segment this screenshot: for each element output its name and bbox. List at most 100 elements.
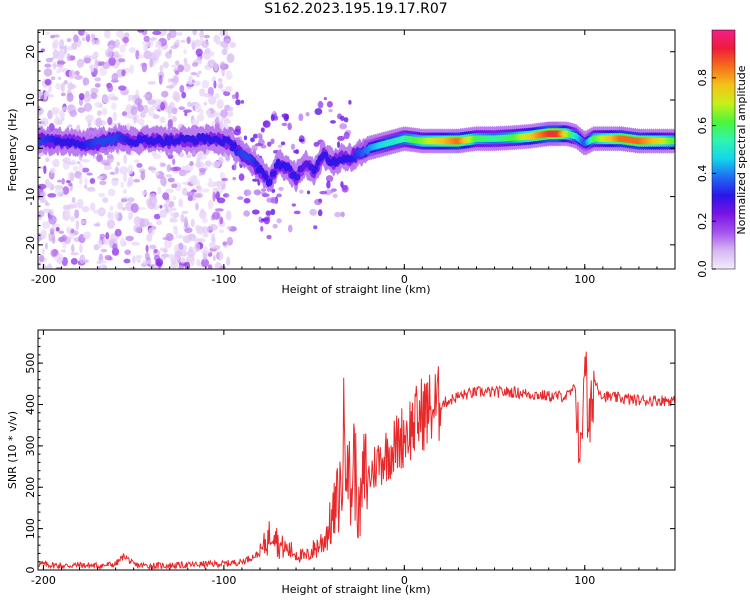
heatmap-cell xyxy=(149,37,157,41)
heatmap-cell xyxy=(85,33,91,43)
y-tick-label: 10 xyxy=(24,93,37,107)
heatmap-cell xyxy=(148,196,158,206)
heatmap-cell xyxy=(77,60,83,68)
heatmap-cell xyxy=(96,154,104,163)
heatmap-cell xyxy=(48,215,57,225)
heatmap-cell xyxy=(127,94,132,102)
heatmap-cell xyxy=(130,106,138,116)
heatmap-cell xyxy=(60,82,65,92)
heatmap-cell xyxy=(137,30,145,33)
heatmap-cell xyxy=(190,178,197,185)
heatmap-cell xyxy=(107,188,116,197)
heatmap-cell xyxy=(253,189,262,196)
heatmap-cell xyxy=(197,70,202,75)
colorbar-tick-label: 0.8 xyxy=(696,69,709,87)
heatmap-cell xyxy=(121,69,126,77)
heatmap-cell xyxy=(199,88,206,93)
heatmap-cell xyxy=(62,157,71,164)
heatmap-cell xyxy=(207,109,211,119)
heatmap-cell xyxy=(330,120,336,124)
heatmap-cell xyxy=(272,223,278,229)
heatmap-cell xyxy=(313,225,318,230)
heatmap-cell xyxy=(166,164,172,173)
heatmap-cell xyxy=(92,52,98,61)
heatmap-cell xyxy=(65,179,71,184)
heatmap-cell xyxy=(103,165,113,171)
heatmap-cell xyxy=(123,241,127,247)
heatmap-cell xyxy=(155,171,160,176)
heatmap-cell xyxy=(90,92,97,100)
heatmap-cell xyxy=(76,161,81,165)
heatmap-cell xyxy=(175,39,180,45)
heatmap-cell xyxy=(176,31,183,37)
heatmap-cell xyxy=(218,78,223,87)
heatmap-cell xyxy=(158,74,163,85)
heatmap-cell xyxy=(94,59,99,70)
heatmap-cell xyxy=(326,180,331,189)
heatmap-cell xyxy=(167,154,174,160)
heatmap-cell xyxy=(145,244,149,253)
x-tick-label: 100 xyxy=(574,273,595,286)
heatmap-cell xyxy=(211,233,216,242)
heatmap-cell xyxy=(184,261,191,269)
heatmap-cell xyxy=(195,48,203,57)
heatmap-cell xyxy=(182,235,192,244)
heatmap-cell xyxy=(106,153,114,164)
heatmap-cell xyxy=(138,54,145,59)
heatmap-cell xyxy=(99,264,107,269)
heatmap-cell xyxy=(235,99,241,106)
heatmap-cell xyxy=(38,260,42,269)
heatmap-cell xyxy=(194,102,202,113)
heatmap-cell xyxy=(270,138,275,145)
heatmap-cell xyxy=(232,141,237,149)
heatmap-cell xyxy=(170,166,179,172)
heatmap-cell xyxy=(267,178,273,186)
heatmap-cell xyxy=(214,92,220,100)
heatmap-cell xyxy=(62,204,71,211)
heatmap-cell xyxy=(121,198,128,203)
heatmap-cell xyxy=(270,196,278,204)
heatmap-cell xyxy=(55,69,62,74)
heatmap-cell xyxy=(123,258,131,264)
heatmap-cell xyxy=(114,211,119,221)
heatmap-cell xyxy=(54,253,64,264)
heatmap-cell xyxy=(79,254,86,264)
heatmap-cell xyxy=(94,77,102,82)
heatmap-cell xyxy=(171,116,177,123)
heatmap-cell xyxy=(270,208,276,216)
heatmap-cell xyxy=(142,259,152,265)
heatmap-cell xyxy=(278,186,284,191)
heatmap-cell xyxy=(159,204,163,209)
heatmap-cell xyxy=(287,165,293,172)
heatmap-cell xyxy=(265,210,272,217)
heatmap-cell xyxy=(323,96,327,101)
heatmap-cell xyxy=(66,53,71,62)
y-tick-label: 400 xyxy=(24,394,37,415)
heatmap-cell xyxy=(77,198,84,209)
heatmap-cell xyxy=(233,128,241,136)
heatmap-cell xyxy=(137,104,145,112)
heatmap-cell xyxy=(198,168,207,173)
heatmap-cell xyxy=(180,257,186,264)
heatmap-cell xyxy=(168,253,175,260)
heatmap-cell xyxy=(149,58,154,68)
heatmap-cell xyxy=(106,219,116,229)
heatmap-cell xyxy=(298,138,305,142)
heatmap-cell xyxy=(114,228,122,237)
heatmap-cell xyxy=(93,209,102,214)
heatmap-cell xyxy=(122,36,130,44)
heatmap-cell xyxy=(240,99,245,104)
heatmap-cell xyxy=(66,92,74,102)
heatmap-cell xyxy=(226,236,234,246)
heatmap-cell xyxy=(314,108,323,116)
snr-plot-area xyxy=(38,330,675,570)
heatmap-cell xyxy=(262,120,271,128)
heatmap-cell xyxy=(204,47,211,55)
colorbar-tick-label: 0.4 xyxy=(696,165,709,183)
heatmap-cell xyxy=(207,264,213,269)
heatmap-cell xyxy=(85,114,94,123)
heatmap-cell xyxy=(334,211,342,218)
heatmap-cell xyxy=(181,187,188,196)
heatmap-cell xyxy=(190,256,195,267)
